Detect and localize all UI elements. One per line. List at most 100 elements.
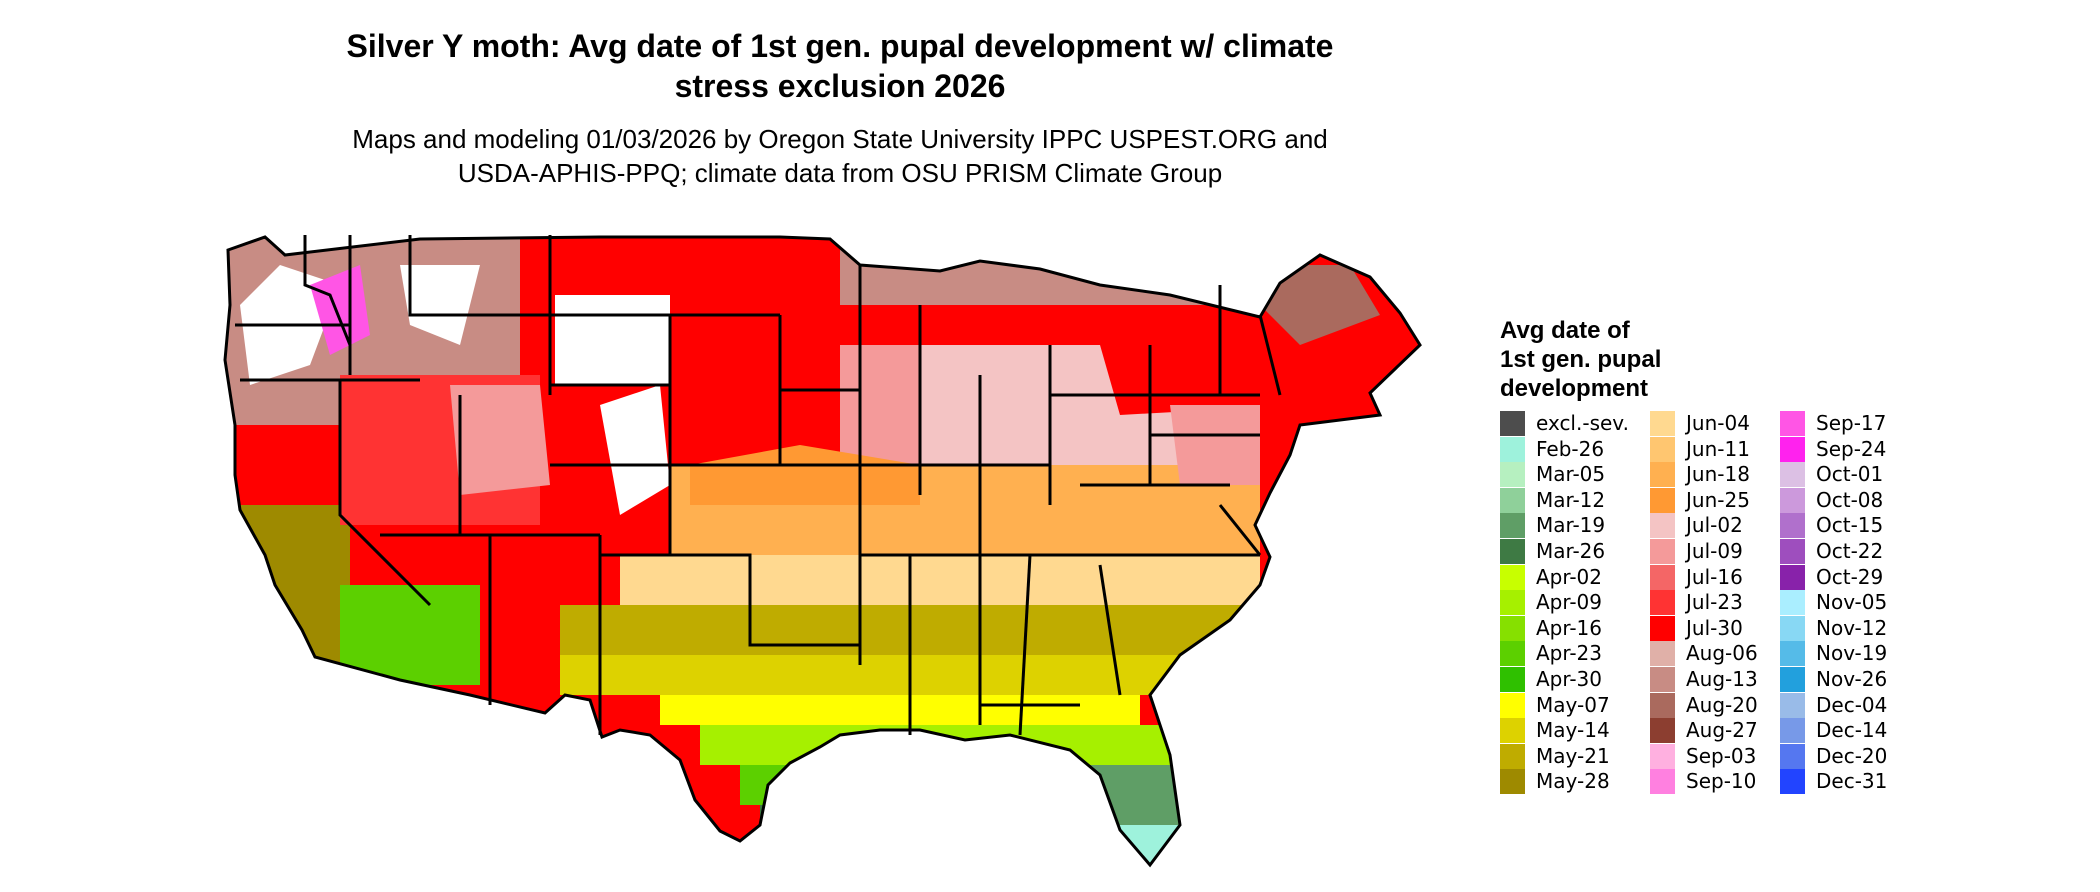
- title-line-1: Silver Y moth: Avg date of 1st gen. pupa…: [346, 28, 1334, 64]
- legend-title-line-1: Avg date of: [1500, 317, 1630, 344]
- legend-swatch: [1500, 436, 1525, 462]
- legend-swatch: [1780, 743, 1805, 769]
- legend-label: Oct-22: [1816, 538, 1884, 563]
- legend-swatch: [1650, 743, 1675, 769]
- legend-swatch: [1780, 462, 1805, 488]
- legend-label: Jul-02: [1686, 513, 1743, 538]
- legend-swatch: [1500, 743, 1525, 769]
- legend-label: Jun-04: [1686, 411, 1750, 435]
- legend-label: Aug-20: [1686, 692, 1758, 717]
- state-border: [303, 235, 352, 346]
- region-colorado-rockies: [600, 385, 670, 515]
- legend-swatch: [1500, 513, 1525, 539]
- legend-label: Dec-20: [1816, 743, 1888, 768]
- legend-label: Jul-23: [1686, 590, 1743, 615]
- legend-swatch: [1650, 666, 1675, 692]
- legend-label: Apr-09: [1536, 590, 1602, 615]
- legend-label: Apr-02: [1536, 564, 1602, 589]
- region-gulf-lime: [700, 725, 1180, 765]
- legend-label: Aug-13: [1686, 666, 1758, 691]
- legend-swatch: [1780, 718, 1805, 744]
- legend-swatch: [1650, 641, 1675, 667]
- legend-label: Mar-19: [1536, 513, 1606, 538]
- region-tennessee: [620, 555, 1260, 605]
- legend-swatch: [1780, 615, 1805, 641]
- legend-swatch: [1780, 411, 1805, 436]
- legend-label: Feb-26: [1536, 436, 1605, 461]
- legend-label: Jun-11: [1686, 436, 1750, 461]
- legend-swatch: [1650, 692, 1675, 718]
- subtitle-line-1: Maps and modeling 01/03/2026 by Oregon S…: [352, 124, 1328, 154]
- legend-label: Sep-10: [1686, 769, 1757, 794]
- title-line-2: stress exclusion 2026: [674, 68, 1006, 104]
- legend-label: Apr-30: [1536, 666, 1602, 691]
- legend-swatch: [1780, 436, 1805, 462]
- legend-label: Oct-29: [1816, 564, 1884, 589]
- legend-title-line-3: development: [1500, 375, 1649, 402]
- legend-label: Mar-12: [1536, 487, 1606, 512]
- legend-label: Dec-14: [1816, 718, 1888, 743]
- legend-swatch: [1650, 538, 1675, 564]
- legend-swatch: [1500, 487, 1525, 513]
- map-title: Silver Y moth: Avg date of 1st gen. pupa…: [260, 26, 1420, 106]
- legend-label: Jul-16: [1686, 564, 1743, 589]
- legend-swatch: [1650, 564, 1675, 590]
- region-south-texas: [760, 805, 840, 865]
- legend-title-line-2: 1st gen. pupal: [1500, 346, 1662, 373]
- subtitle-line-2: USDA-APHIS-PPQ; climate data from OSU PR…: [457, 158, 1223, 188]
- legend-label: Aug-27: [1686, 718, 1758, 743]
- map-subtitle: Maps and modeling 01/03/2026 by Oregon S…: [260, 122, 1420, 190]
- legend-label: excl.-sev.: [1536, 411, 1629, 435]
- region-idaho-high: [310, 265, 370, 355]
- legend-swatch: [1650, 462, 1675, 488]
- legend-label: Aug-06: [1686, 641, 1758, 666]
- legend-swatch: [1500, 718, 1525, 744]
- legend-label: Apr-23: [1536, 641, 1602, 666]
- legend-label: Jul-09: [1686, 538, 1743, 563]
- legend-label: May-21: [1536, 743, 1610, 768]
- legend-swatch: [1780, 641, 1805, 667]
- region-kansas-missouri: [690, 445, 920, 505]
- legend-label: Sep-03: [1686, 743, 1757, 768]
- legend-swatch: [1650, 411, 1675, 436]
- legend-swatch: [1780, 590, 1805, 616]
- state-border: [1258, 314, 1282, 396]
- legend-swatch: [1780, 666, 1805, 692]
- legend-label: Mar-05: [1536, 462, 1606, 487]
- legend-label: Dec-31: [1816, 769, 1888, 794]
- legend-swatch: [1780, 769, 1805, 795]
- legend-label: May-28: [1536, 769, 1610, 794]
- legend-label: Oct-15: [1816, 513, 1884, 538]
- legend-label: Dec-04: [1816, 692, 1888, 717]
- state-border: [338, 380, 432, 607]
- region-wyoming: [555, 295, 670, 385]
- legend-swatch: [1780, 692, 1805, 718]
- legend-swatch: [1500, 564, 1525, 590]
- legend-swatch: [1500, 411, 1525, 436]
- legend-swatch: [1780, 538, 1805, 564]
- legend-label: Jun-18: [1686, 462, 1750, 487]
- legend-swatch: [1500, 538, 1525, 564]
- legend-label: Jun-25: [1686, 487, 1750, 512]
- region-appalachians: [1170, 405, 1260, 485]
- legend-swatch: [1500, 769, 1525, 795]
- legend-label: Oct-01: [1816, 462, 1884, 487]
- legend-swatch: [1780, 564, 1805, 590]
- legend-swatch: [1500, 590, 1525, 616]
- us-phenology-map: [223, 235, 1422, 868]
- legend-swatch: [1650, 769, 1675, 795]
- legend-label: May-14: [1536, 718, 1610, 743]
- region-iowa: [840, 345, 920, 465]
- legend-title: Avg date of 1st gen. pupal development: [1500, 316, 1730, 403]
- legend-swatch: [1650, 436, 1675, 462]
- legend-label: Oct-08: [1816, 487, 1884, 512]
- legend-label: Sep-17: [1816, 411, 1887, 435]
- legend-label: Apr-16: [1536, 615, 1602, 640]
- state-border: [600, 553, 860, 647]
- state-border: [408, 235, 550, 317]
- legend-label: Nov-05: [1816, 590, 1888, 615]
- legend-swatch: [1650, 615, 1675, 641]
- legend-label: Jul-30: [1686, 615, 1743, 640]
- state-border: [1098, 564, 1122, 696]
- state-border: [1218, 504, 1262, 556]
